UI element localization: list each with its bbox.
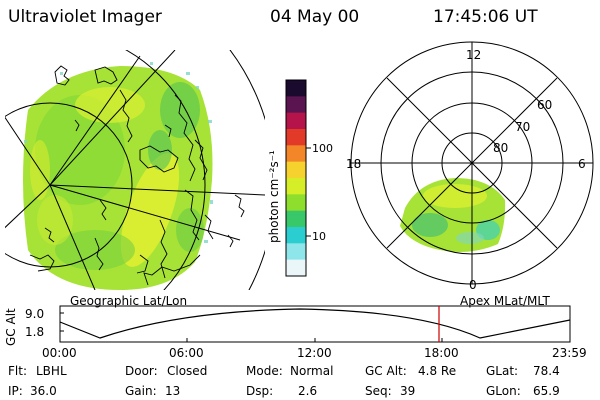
- altitude-plot: [59, 305, 571, 343]
- date-label: 04 May 00: [270, 7, 360, 27]
- geographic-panel-label: Geographic Lat/Lon: [70, 294, 188, 308]
- colorbar-band: [286, 259, 306, 277]
- status-ip-label: IP:: [8, 384, 23, 398]
- mlat-label-60: 60: [537, 98, 553, 112]
- status-flt-label: Flt:: [8, 364, 27, 378]
- altitude-xtick: 12:00: [297, 346, 332, 360]
- colorbar-band: [286, 243, 306, 261]
- status-glat-value: 78.4: [533, 364, 560, 378]
- status-gain-label: Gain:: [125, 384, 157, 398]
- time-label: 17:45:06 UT: [433, 7, 538, 27]
- colorbar-band: [286, 210, 306, 228]
- altitude-xtick: 06:00: [169, 346, 204, 360]
- colorbar: [285, 79, 311, 277]
- colorbar-unit-label: photon cm⁻²s⁻¹: [267, 150, 281, 243]
- mlat-label-70: 70: [515, 120, 531, 134]
- mlt-label-0: 0: [469, 278, 477, 292]
- status-door-value: Closed: [167, 364, 208, 378]
- status-gain-value: 13: [165, 384, 181, 398]
- status-mode-value: Normal: [290, 364, 334, 378]
- status-glon-label: GLon:: [486, 384, 521, 398]
- mlt-label-18: 18: [346, 157, 362, 171]
- mlat-label-80: 80: [493, 141, 509, 155]
- colorbar-band: [286, 145, 306, 163]
- altitude-ytick-low: 1.8: [25, 325, 45, 339]
- altitude-xtick: 18:00: [424, 346, 459, 360]
- altitude-ylabel: GC Alt: [4, 308, 18, 346]
- status-flt-value: LBHL: [36, 364, 67, 378]
- colorbar-band: [286, 178, 306, 195]
- geographic-image: [5, 50, 265, 290]
- status-ip-value: 36.0: [30, 384, 57, 398]
- colorbar-band: [286, 194, 306, 212]
- status-glat-label: GLat:: [486, 364, 519, 378]
- status-dsp-label: Dsp:: [246, 384, 274, 398]
- status-dsp-value: 2.6: [298, 384, 318, 398]
- colorbar-band: [286, 161, 306, 179]
- colorbar-band: [286, 80, 306, 97]
- altitude-xtick: 00:00: [42, 346, 77, 360]
- altitude-xtick: 23:59: [552, 346, 587, 360]
- apex-panel-label: Apex MLat/MLT: [460, 294, 550, 308]
- altitude-ytick-high: 9.0: [25, 307, 45, 321]
- colorbar-label-100: 100: [312, 142, 333, 155]
- altitude-curve: [59, 308, 571, 339]
- colorbar-band: [286, 227, 306, 244]
- colorbar-band: [286, 96, 306, 114]
- colorbar-label-10: 10: [312, 230, 326, 243]
- colorbar-band: [286, 112, 306, 130]
- mlt-label-6: 6: [578, 157, 586, 171]
- status-door-label: Door:: [125, 364, 158, 378]
- status-gcalt-label: GC Alt:: [365, 364, 407, 378]
- status-mode-label: Mode:: [246, 364, 283, 378]
- status-seq-value: 39: [400, 384, 416, 398]
- colorbar-gradient: [286, 80, 306, 277]
- instrument-title: Ultraviolet Imager: [8, 7, 162, 27]
- status-glon-value: 65.9: [533, 384, 560, 398]
- colorbar-band: [286, 129, 306, 146]
- mlt-label-12: 12: [466, 48, 482, 62]
- status-seq-label: Seq:: [365, 384, 392, 398]
- status-gcalt-value: 4.8 Re: [418, 364, 457, 378]
- polar-image: [350, 41, 594, 285]
